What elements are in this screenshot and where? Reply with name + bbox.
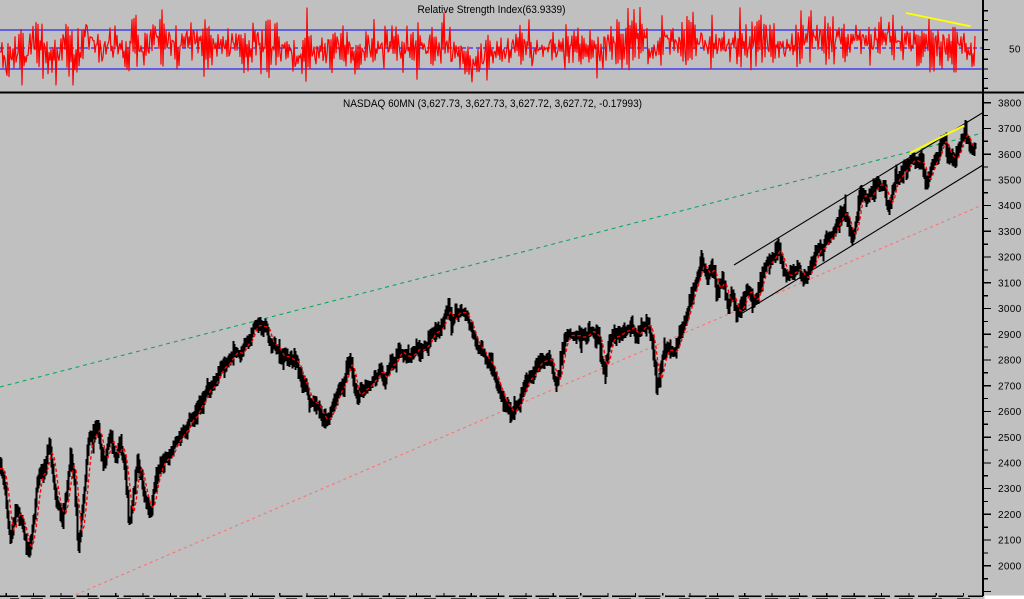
svg-text:2800: 2800 (998, 356, 1022, 367)
svg-text:3600: 3600 (998, 150, 1022, 161)
svg-text:2900: 2900 (998, 330, 1022, 341)
svg-text:3500: 3500 (998, 176, 1022, 187)
svg-text:50: 50 (1009, 45, 1021, 56)
svg-text:2500: 2500 (998, 433, 1022, 444)
svg-text:3200: 3200 (998, 253, 1022, 264)
svg-text:2300: 2300 (998, 484, 1022, 495)
svg-text:2200: 2200 (998, 510, 1022, 521)
svg-text:2700: 2700 (998, 381, 1022, 392)
svg-text:2100: 2100 (998, 536, 1022, 547)
svg-text:3700: 3700 (998, 124, 1022, 135)
svg-text:3300: 3300 (998, 227, 1022, 238)
svg-text:3400: 3400 (998, 201, 1022, 212)
svg-text:3100: 3100 (998, 278, 1022, 289)
svg-text:Relative Strength Index(63.933: Relative Strength Index(63.9339) (418, 4, 566, 16)
svg-text:2600: 2600 (998, 407, 1022, 418)
svg-text:2000: 2000 (998, 561, 1022, 572)
svg-text:2400: 2400 (998, 459, 1022, 470)
svg-text:3000: 3000 (998, 304, 1022, 315)
svg-text:NASDAQ 60MN (3,627.73, 3,627.7: NASDAQ 60MN (3,627.73, 3,627.73, 3,627.7… (343, 98, 642, 110)
svg-text:3800: 3800 (998, 98, 1022, 109)
